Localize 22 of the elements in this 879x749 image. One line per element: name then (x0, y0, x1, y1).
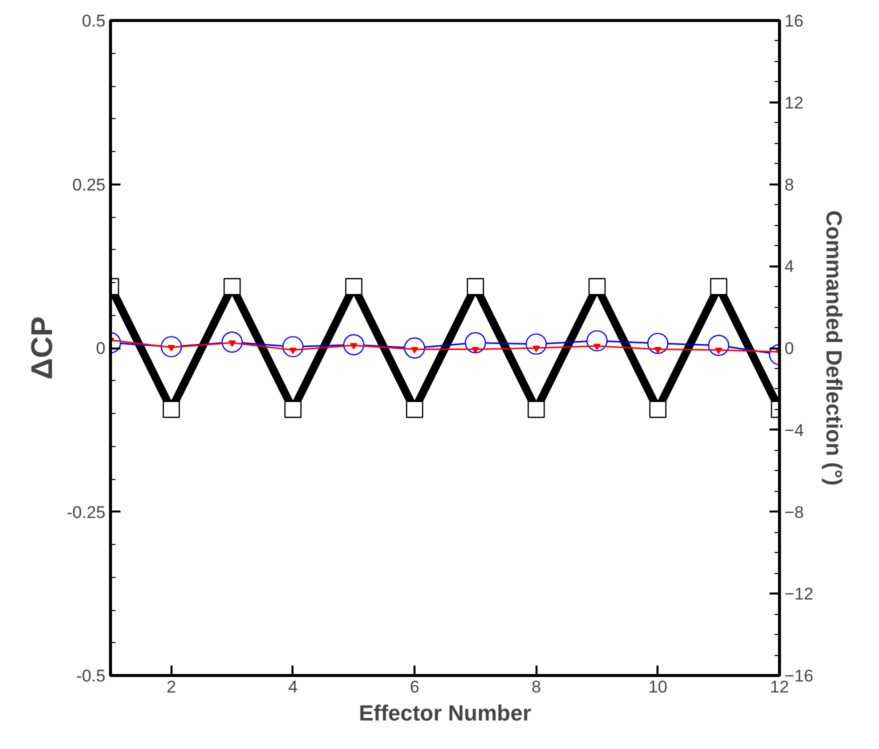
y2-tick-label: 12 (784, 93, 804, 112)
y2-tick-label: 0 (784, 339, 794, 358)
y2-tick-label: 8 (784, 175, 794, 194)
y2-tick-label: 16 (784, 12, 804, 30)
y-axis-title: ΔCP (26, 316, 59, 380)
x-tick-label: 4 (288, 678, 298, 696)
y-tick-label: -0.5 (76, 666, 106, 686)
y2-axis-title: Commanded Deflection (°) (821, 210, 846, 486)
y2-tick-label: −8 (784, 502, 804, 522)
x-tick-label: 8 (532, 678, 541, 696)
y-tick-label: 0.5 (82, 12, 106, 30)
x-axis-title: Effector Number (358, 700, 532, 726)
y-tick-label: -0.25 (66, 502, 106, 522)
y2-tick-label: −4 (784, 420, 804, 440)
x-tick-label: 10 (648, 678, 668, 696)
x-tick-label: 12 (770, 678, 789, 696)
y-tick-label: 0 (96, 339, 106, 358)
y2-tick-label: 4 (784, 257, 794, 276)
y-tick-label: 0.25 (72, 175, 106, 194)
x-tick-label: 6 (410, 678, 420, 696)
x-tick-label: 2 (166, 678, 176, 696)
y2-tick-label: −12 (784, 584, 814, 604)
